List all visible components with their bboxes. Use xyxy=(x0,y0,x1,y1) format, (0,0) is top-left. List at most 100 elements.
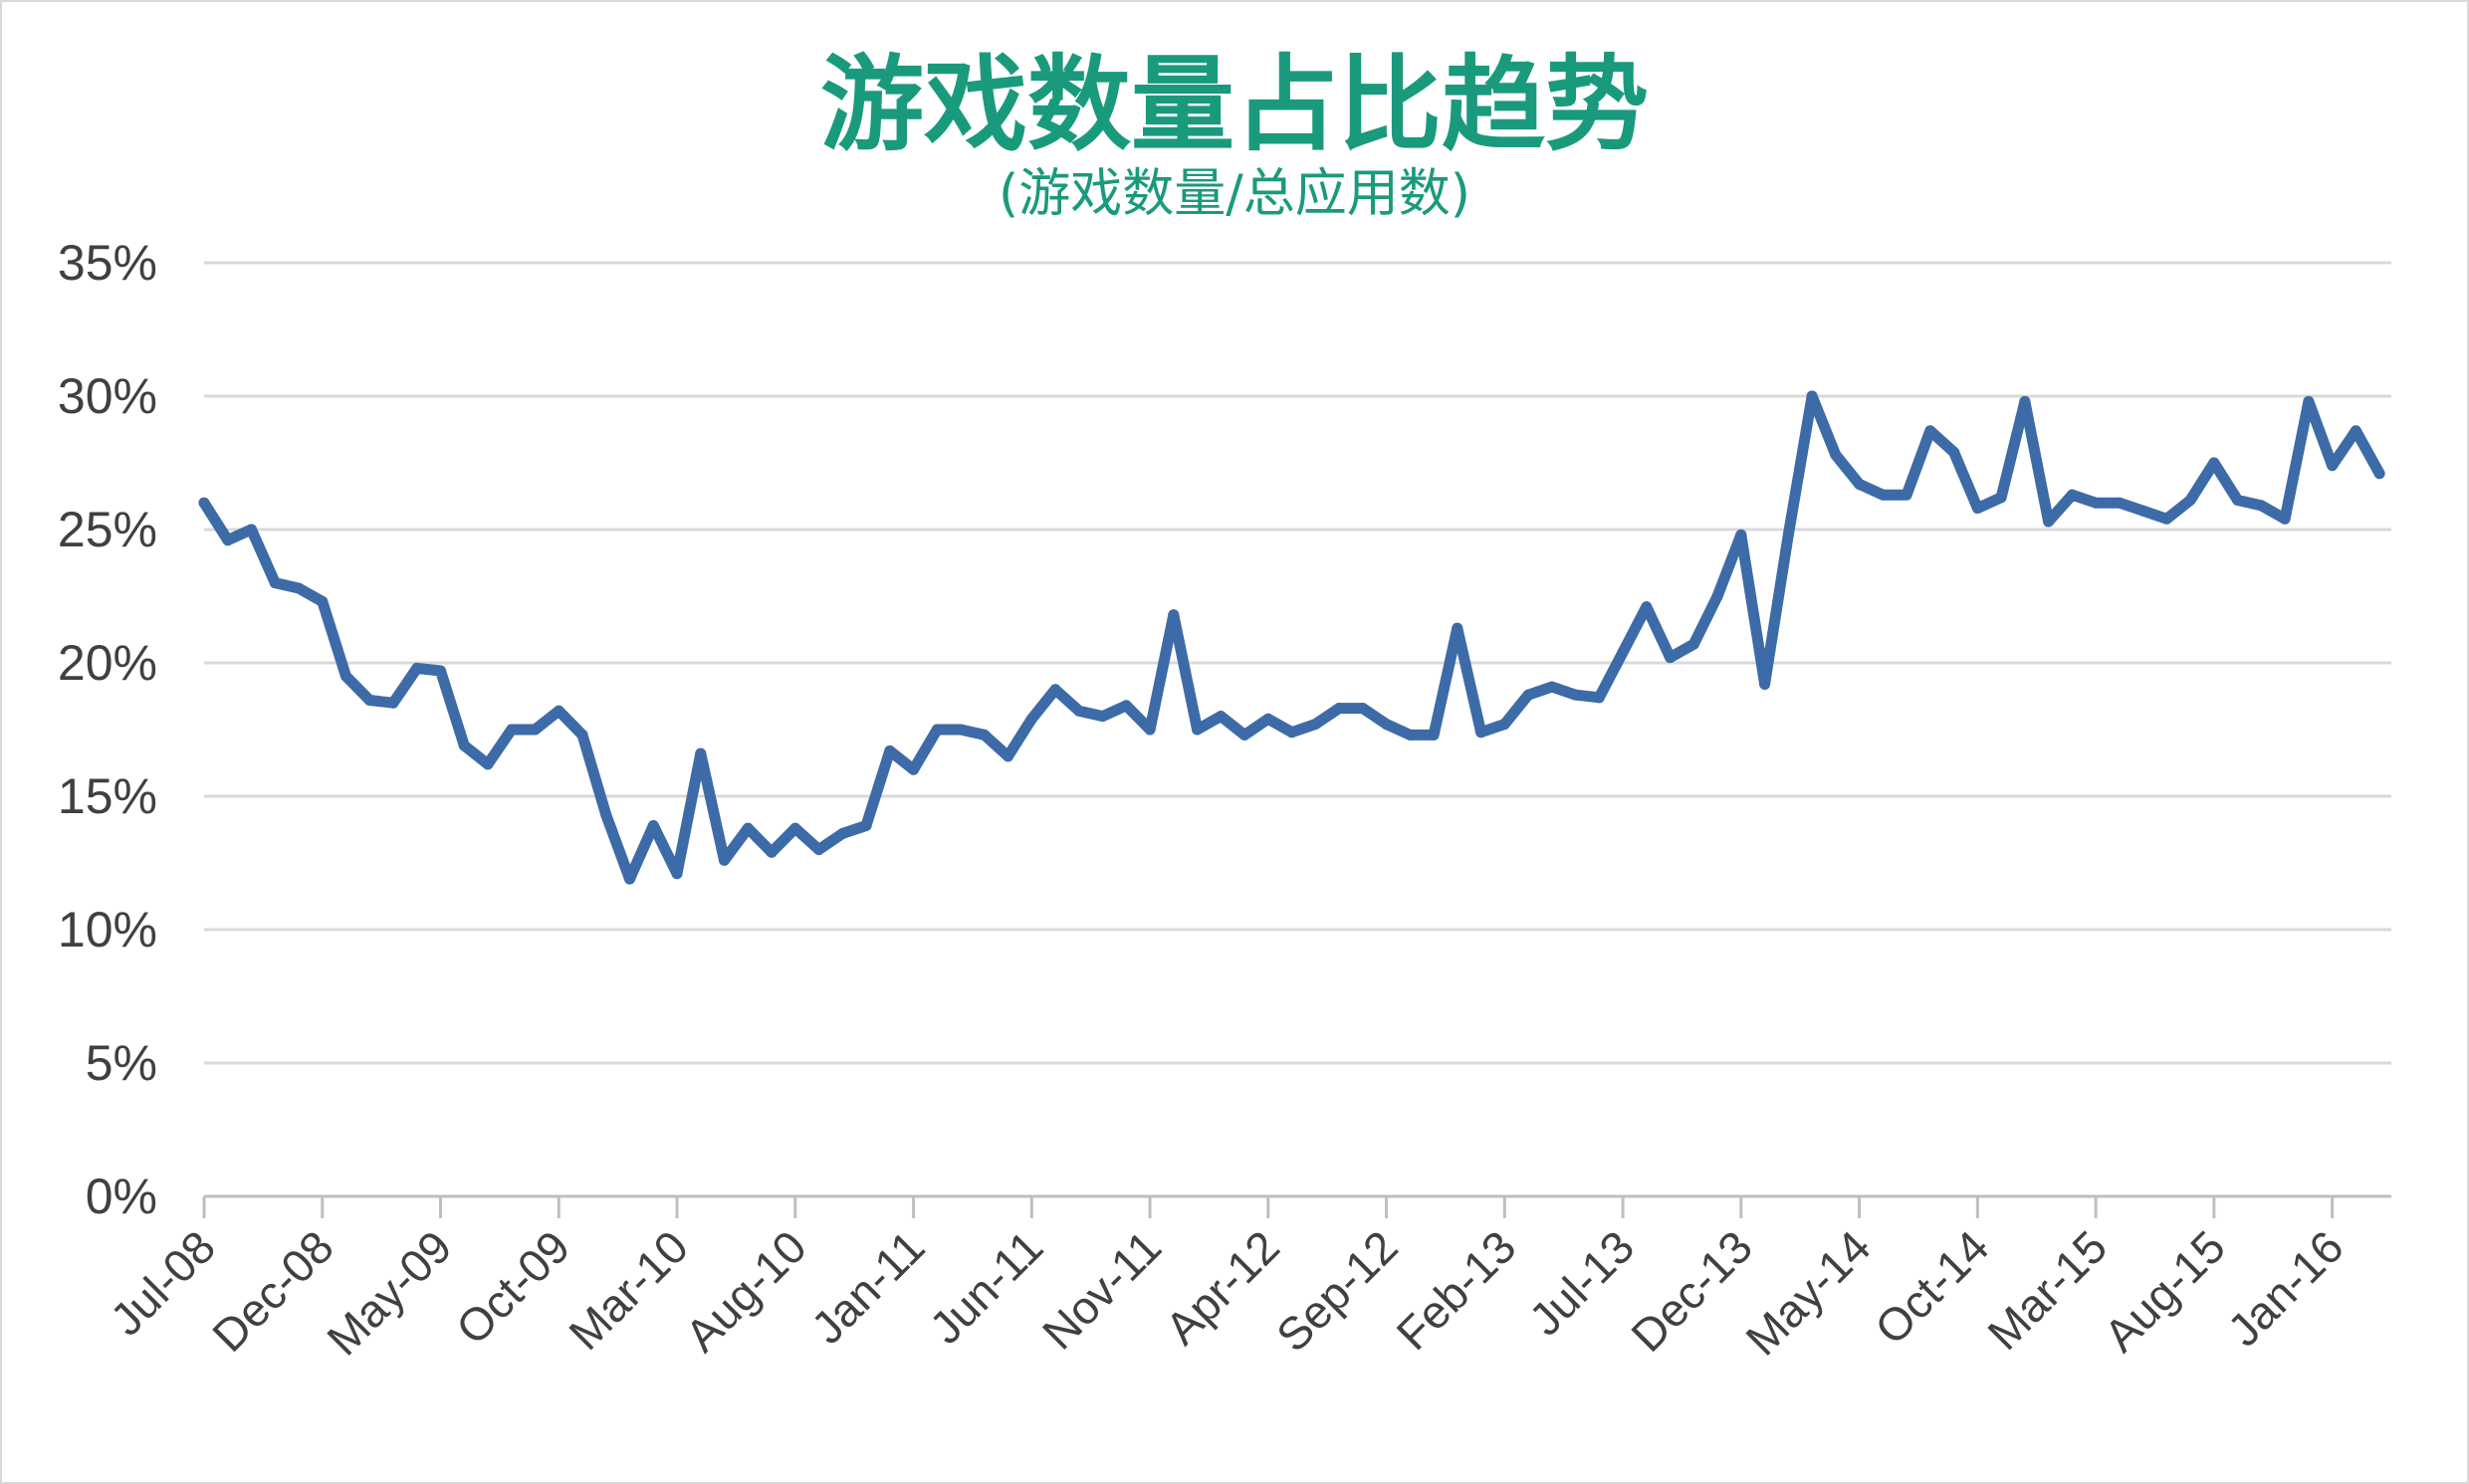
data-point xyxy=(884,744,896,756)
data-point xyxy=(293,582,305,594)
data-point xyxy=(1924,425,1936,437)
x-tick-label: Jan-11 xyxy=(801,1220,935,1354)
data-point xyxy=(766,846,778,858)
data-point xyxy=(1854,478,1866,490)
data-point xyxy=(435,665,447,677)
data-point xyxy=(1262,713,1274,725)
data-point xyxy=(1782,529,1794,540)
data-point xyxy=(1522,689,1534,701)
data-point xyxy=(1357,703,1369,715)
x-tick-label: Jan-16 xyxy=(2217,1220,2353,1356)
y-tick-label: 35% xyxy=(58,235,157,291)
data-point xyxy=(1286,727,1298,739)
data-point xyxy=(458,740,470,751)
data-point xyxy=(1995,492,2007,504)
x-tick-label: May-14 xyxy=(1735,1220,1880,1365)
y-tick-label: 0% xyxy=(86,1168,157,1224)
data-point xyxy=(222,534,234,546)
series-lines xyxy=(198,390,2385,885)
data-point xyxy=(2043,516,2055,528)
data-point xyxy=(1215,711,1227,723)
x-tick-label: Mar-10 xyxy=(559,1220,698,1360)
y-tick-label: 15% xyxy=(58,768,157,824)
data-point xyxy=(719,854,731,866)
x-tick-label: Dec-08 xyxy=(202,1220,343,1362)
data-point xyxy=(1830,449,1842,461)
data-point xyxy=(695,747,707,759)
y-tick-label: 20% xyxy=(58,635,157,691)
data-point xyxy=(860,819,872,831)
x-tick-label: May-09 xyxy=(317,1220,461,1365)
data-point xyxy=(2184,495,2196,507)
data-point xyxy=(482,758,494,770)
data-point xyxy=(1381,719,1393,731)
data-point xyxy=(2279,513,2291,525)
data-point xyxy=(2019,395,2031,407)
data-point xyxy=(1735,529,1747,540)
data-point xyxy=(1593,692,1605,704)
y-tick-label: 10% xyxy=(58,902,157,957)
data-point xyxy=(931,724,943,736)
data-point xyxy=(1687,638,1699,650)
data-point xyxy=(955,724,967,736)
data-point xyxy=(2350,425,2361,437)
data-point xyxy=(2232,495,2244,507)
data-point xyxy=(1144,724,1156,736)
x-tick-label: Aug-15 xyxy=(2094,1220,2235,1362)
data-point xyxy=(1238,729,1250,741)
data-point xyxy=(1901,489,1912,501)
series-line xyxy=(198,390,2385,885)
data-point xyxy=(2114,497,2126,509)
y-axis: 0% 5% 10% 15% 20% 25% 30% 35% xyxy=(58,235,157,1224)
x-tick-label: Dec-13 xyxy=(1621,1220,1762,1362)
chart-title: 游戏数量占比趋势 xyxy=(819,44,1649,165)
data-point xyxy=(2373,468,2385,480)
data-point xyxy=(506,724,518,736)
data-point xyxy=(530,724,542,736)
data-point xyxy=(340,670,352,682)
data-point xyxy=(1617,646,1629,658)
data-point xyxy=(1025,713,1037,725)
data-point xyxy=(647,819,659,831)
chart-subtitle: (游戏数量/总应用数) xyxy=(998,164,1471,224)
data-point xyxy=(198,497,210,509)
data-point xyxy=(1570,689,1582,701)
data-point xyxy=(1452,622,1463,634)
x-tick-label: Sep-12 xyxy=(1266,1220,1408,1362)
x-axis: Jul-08Dec-08May-09Oct-09Mar-10Aug-10Jan-… xyxy=(101,1196,2354,1366)
data-point xyxy=(789,822,801,834)
data-point xyxy=(246,524,258,535)
data-point xyxy=(1948,446,1960,458)
data-point xyxy=(1806,390,1818,402)
x-tick-label: Aug-10 xyxy=(675,1220,816,1362)
data-point xyxy=(387,697,399,709)
data-point xyxy=(317,595,329,607)
data-point xyxy=(1971,503,1983,515)
data-point xyxy=(1168,609,1180,621)
data-point xyxy=(600,809,612,821)
data-point xyxy=(2303,395,2315,407)
y-tick-label: 25% xyxy=(58,502,157,557)
data-point xyxy=(553,705,564,717)
data-point xyxy=(1333,703,1345,715)
data-point xyxy=(2255,500,2267,512)
x-tick-label: Oct-09 xyxy=(446,1220,579,1354)
data-point xyxy=(1641,601,1653,613)
data-point xyxy=(1097,711,1109,723)
data-point xyxy=(742,822,754,834)
data-point xyxy=(2208,457,2220,469)
data-point xyxy=(1120,700,1132,712)
x-tick-label: Nov-11 xyxy=(1032,1220,1171,1359)
data-point xyxy=(908,763,920,775)
y-tick-label: 5% xyxy=(86,1035,157,1091)
data-point xyxy=(813,844,825,856)
x-tick-label: Mar-15 xyxy=(1977,1220,2117,1360)
data-point xyxy=(624,873,636,885)
data-point xyxy=(363,695,375,707)
x-tick-label: Oct-14 xyxy=(1865,1220,1998,1354)
data-point xyxy=(1475,727,1487,739)
data-point xyxy=(1877,489,1889,501)
data-point xyxy=(411,662,423,674)
